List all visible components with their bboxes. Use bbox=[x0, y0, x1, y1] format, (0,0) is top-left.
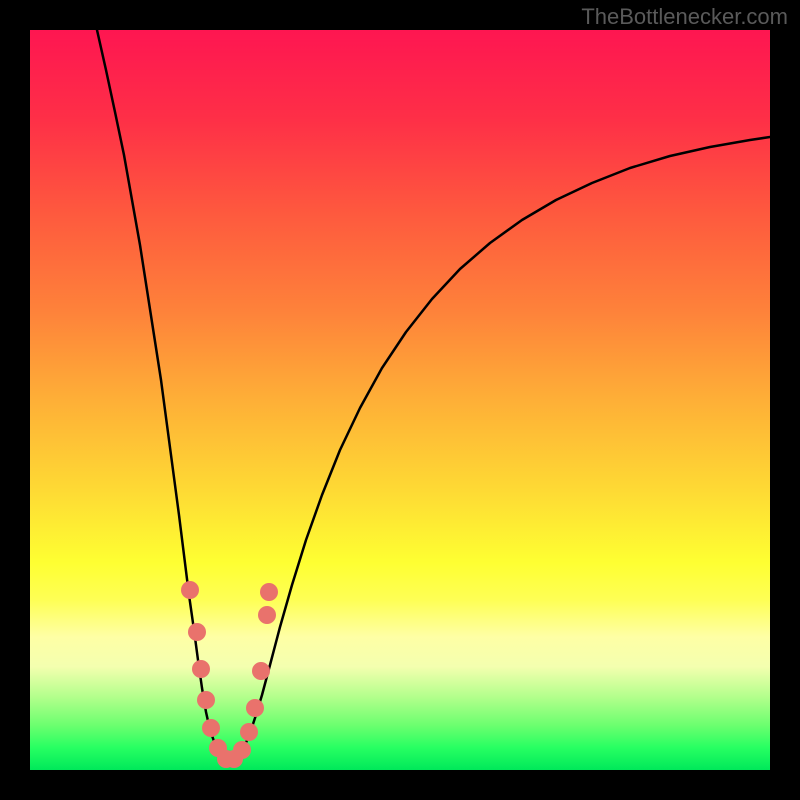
marker-point bbox=[252, 662, 270, 680]
marker-point bbox=[246, 699, 264, 717]
marker-point bbox=[181, 581, 199, 599]
marker-point bbox=[188, 623, 206, 641]
plot-area bbox=[30, 30, 770, 770]
marker-point bbox=[240, 723, 258, 741]
curve-left bbox=[97, 30, 230, 760]
chart-container: TheBottlenecker.com bbox=[0, 0, 800, 800]
markers-group bbox=[181, 581, 278, 768]
watermark-text: TheBottlenecker.com bbox=[581, 4, 788, 30]
curves-layer bbox=[30, 30, 770, 770]
marker-point bbox=[202, 719, 220, 737]
marker-point bbox=[233, 741, 251, 759]
marker-point bbox=[258, 606, 276, 624]
marker-point bbox=[260, 583, 278, 601]
marker-point bbox=[197, 691, 215, 709]
marker-point bbox=[192, 660, 210, 678]
curve-right bbox=[230, 137, 770, 760]
